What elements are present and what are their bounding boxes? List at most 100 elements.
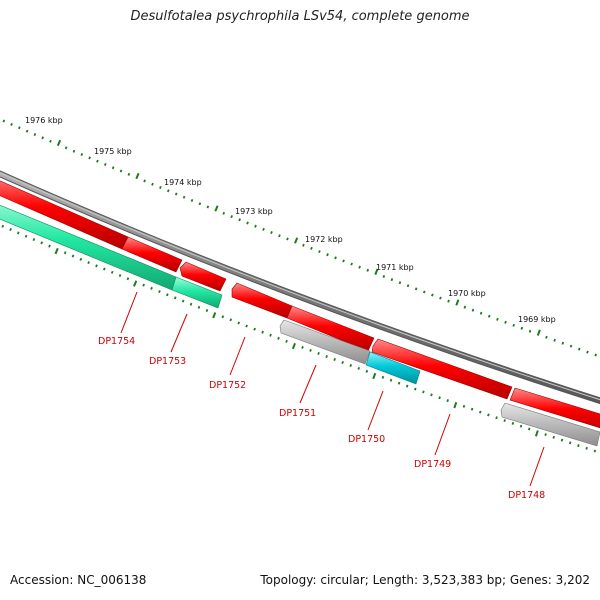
minor-tick — [519, 424, 523, 428]
gene-label[interactable]: DP1752 — [209, 380, 246, 391]
minor-tick — [206, 205, 210, 209]
gene-label[interactable]: DP1751 — [279, 408, 316, 419]
minor-tick — [119, 169, 123, 173]
minor-tick — [262, 227, 265, 231]
minor-tick — [504, 320, 507, 324]
gene-feature-dp1749[interactable] — [371, 338, 513, 400]
gene-feature-dp1748[interactable] — [509, 387, 600, 434]
ruler-label: 1972 kbp — [305, 235, 343, 244]
minor-tick — [438, 396, 441, 400]
gene-feature-dp1753[interactable] — [179, 261, 227, 292]
gene-feature-dp1752[interactable] — [231, 282, 293, 319]
minor-tick — [190, 198, 194, 202]
minor-tick — [79, 257, 83, 261]
accession-label: Accession: NC_006138 — [10, 573, 147, 587]
minor-tick — [9, 228, 12, 232]
minor-tick — [110, 270, 114, 274]
gene-label[interactable]: DP1754 — [98, 336, 135, 347]
minor-tick — [173, 296, 177, 300]
minor-tick — [151, 182, 154, 186]
minor-tick — [447, 299, 450, 303]
major-tick — [135, 172, 140, 180]
minor-tick — [278, 234, 281, 238]
minor-tick — [237, 321, 241, 325]
gene-label[interactable]: DP1749 — [414, 459, 451, 470]
minor-tick — [553, 338, 556, 342]
minor-tick — [87, 261, 90, 265]
minor-tick — [48, 244, 51, 248]
minor-tick — [318, 250, 321, 254]
minor-tick — [358, 265, 361, 269]
minor-tick — [310, 246, 313, 250]
topology-label: Topology: circular; Length: 3,523,383 bp… — [260, 573, 590, 587]
minor-tick — [142, 283, 145, 287]
gene-labels: DP1754 DP1753 DP1752 DP1751 DP1750 DP174… — [98, 336, 545, 501]
minor-tick — [24, 234, 28, 238]
gene-label[interactable]: DP1753 — [149, 356, 186, 367]
minor-tick — [238, 218, 241, 222]
minor-tick — [471, 308, 475, 312]
minor-tick — [166, 293, 169, 297]
major-tick — [56, 139, 62, 147]
minor-tick — [221, 315, 225, 319]
ruler-labels: 1976 kbp 1975 kbp 1974 kbp 1973 kbp 1972… — [25, 116, 556, 324]
minor-tick — [325, 354, 328, 359]
minor-tick — [397, 381, 401, 385]
gene-label[interactable]: DP1748 — [508, 490, 545, 501]
major-tick — [372, 372, 377, 380]
minor-tick — [229, 318, 233, 322]
minor-tick — [96, 159, 99, 163]
minor-tick — [118, 274, 122, 278]
minor-tick — [528, 329, 532, 333]
minor-tick — [487, 314, 491, 318]
minor-tick — [342, 259, 345, 263]
minor-tick — [166, 189, 170, 193]
minor-tick — [414, 287, 418, 291]
minor-tick — [111, 166, 115, 170]
minor-tick — [80, 153, 84, 157]
minor-tick — [246, 221, 249, 225]
minor-tick — [198, 202, 202, 206]
minor-tick — [71, 254, 75, 258]
minor-tick — [430, 393, 433, 397]
minor-tick — [512, 323, 515, 327]
major-tick — [453, 401, 458, 409]
minor-tick — [405, 384, 409, 388]
minor-tick — [205, 308, 209, 313]
minor-tick — [496, 317, 499, 321]
minor-tick — [2, 119, 6, 123]
minor-tick — [568, 441, 572, 445]
minor-tick — [230, 215, 233, 219]
gene-feature-rna[interactable] — [365, 351, 421, 385]
minor-tick — [33, 133, 37, 137]
minor-tick — [63, 251, 67, 255]
minor-tick — [150, 286, 153, 290]
minor-tick — [527, 427, 531, 431]
minor-tick — [577, 444, 580, 448]
minor-tick — [126, 277, 130, 281]
minor-tick — [561, 341, 565, 345]
minor-tick — [503, 419, 506, 422]
minor-tick — [422, 390, 425, 394]
minor-tick — [389, 378, 393, 382]
minor-tick — [25, 129, 29, 133]
ruler-label: 1976 kbp — [25, 116, 63, 125]
ruler-label: 1975 kbp — [94, 147, 132, 156]
major-tick — [291, 342, 296, 350]
minor-tick — [88, 156, 91, 160]
gene-feature-other-1[interactable] — [279, 319, 371, 365]
minor-tick — [414, 387, 417, 391]
minor-tick — [49, 139, 52, 143]
minor-tick — [1, 224, 5, 228]
minor-tick — [181, 299, 185, 303]
minor-tick — [478, 410, 482, 414]
gene-feature-other-2[interactable] — [500, 402, 600, 447]
gene-feature-reverse-cds-2[interactable] — [171, 276, 223, 309]
forward-strand-features — [0, 180, 600, 434]
minor-tick — [17, 126, 21, 130]
minor-tick — [349, 363, 353, 368]
minor-tick — [594, 353, 597, 357]
gene-feature-dp1754[interactable] — [121, 236, 183, 273]
gene-label[interactable]: DP1750 — [348, 434, 385, 445]
